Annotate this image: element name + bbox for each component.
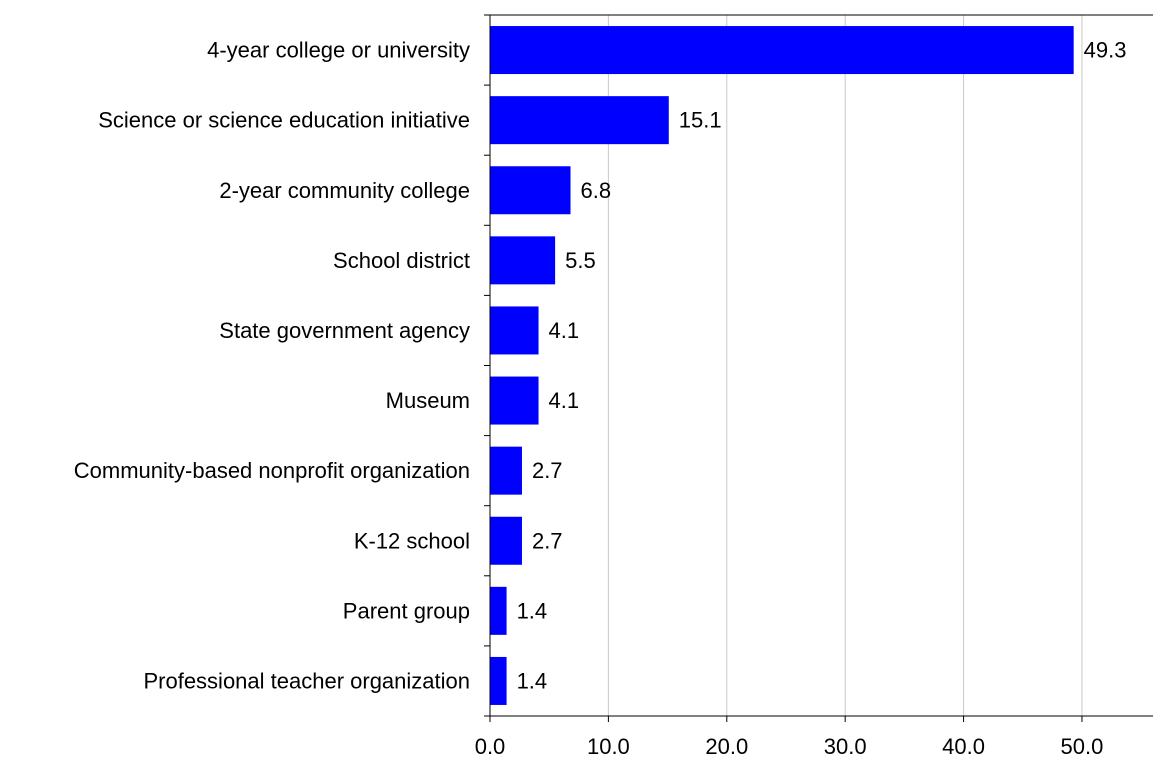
data-label: 49.3 — [1084, 38, 1127, 63]
bar — [490, 446, 522, 495]
data-label: 4.1 — [549, 388, 580, 413]
data-label: 1.4 — [517, 668, 548, 693]
x-tick-label: 20.0 — [705, 734, 748, 759]
axes — [484, 14, 1153, 722]
category-label: Science or science education initiative — [98, 108, 470, 133]
category-label: Professional teacher organization — [143, 668, 470, 693]
data-label: 2.7 — [532, 458, 563, 483]
labels: 4-year college or university Science or s… — [74, 38, 1127, 759]
bar — [490, 586, 507, 635]
category-label: 2-year community college — [219, 178, 470, 203]
data-label: 2.7 — [532, 528, 563, 553]
bar — [490, 96, 669, 145]
bar — [490, 236, 556, 285]
bar — [490, 516, 522, 565]
bar — [490, 26, 1074, 75]
data-label: 15.1 — [679, 108, 722, 133]
category-label: K-12 school — [354, 528, 470, 553]
data-label: 4.1 — [549, 318, 580, 343]
category-label: State government agency — [219, 318, 470, 343]
category-label: School district — [333, 248, 470, 273]
bar — [490, 166, 571, 215]
gridlines — [607, 15, 1083, 716]
bar — [490, 656, 507, 705]
x-tick-label: 0.0 — [475, 734, 506, 759]
x-tick-label: 30.0 — [824, 734, 867, 759]
bar — [490, 376, 539, 425]
bar — [490, 306, 539, 355]
data-label: 6.8 — [581, 178, 612, 203]
data-label: 5.5 — [565, 248, 596, 273]
category-label: Parent group — [343, 598, 470, 623]
data-label: 1.4 — [517, 598, 548, 623]
x-tick-label: 50.0 — [1061, 734, 1104, 759]
category-label: Community-based nonprofit organization — [74, 458, 470, 483]
x-tick-label: 40.0 — [942, 734, 985, 759]
category-label: 4-year college or university — [207, 38, 470, 63]
category-label: Museum — [386, 388, 470, 413]
x-tick-label: 10.0 — [587, 734, 630, 759]
bars — [490, 26, 1074, 705]
